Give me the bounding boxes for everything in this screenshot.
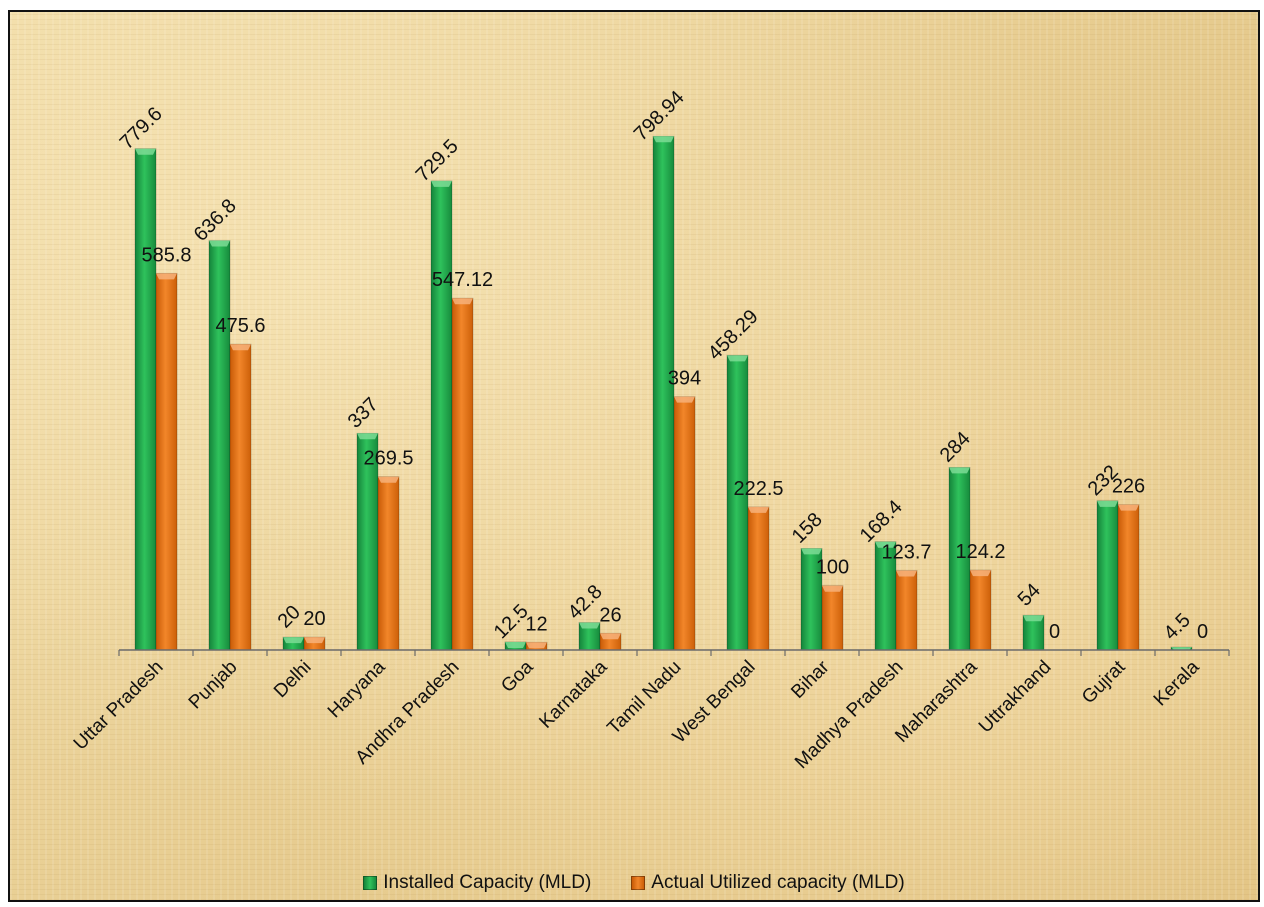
x-tick-label: Kerala (1150, 656, 1204, 710)
bar-utilized (229, 343, 252, 651)
data-label-utilized: 269.5 (363, 448, 413, 470)
bar-installed (726, 354, 749, 651)
x-tick-label: Uttar Pradesh (70, 657, 168, 755)
legend: Installed Capacity (MLD) Actual Utilized… (10, 872, 1258, 894)
bar-utilized (451, 297, 474, 651)
bar-chart: 779.6 585.8 Uttar Pradesh 636.8 475.6 Punjab 2… (70, 87, 1230, 773)
data-label-installed: 158 (788, 509, 827, 548)
x-tick-label: Gujrat (1078, 656, 1130, 708)
bar-utilized (895, 570, 918, 651)
data-label-utilized: 26 (599, 604, 621, 626)
bar-installed (1096, 500, 1119, 651)
x-tick-label: Haryana (324, 656, 390, 722)
bar-utilized (969, 569, 992, 651)
bar-utilized (821, 585, 844, 651)
bar-utilized (673, 396, 696, 651)
data-label-utilized: 123.7 (881, 541, 931, 563)
data-label-utilized: 585.8 (141, 244, 191, 266)
legend-label-installed: Installed Capacity (MLD) (383, 872, 592, 893)
bar-installed (134, 148, 157, 651)
chart-frame: 779.6 585.8 Uttar Pradesh 636.8 475.6 Punjab 2… (8, 10, 1260, 902)
x-tick-label: Tamil Nadu (603, 657, 685, 739)
data-label-utilized: 222.5 (733, 478, 783, 500)
bar-installed (578, 622, 601, 651)
legend-swatch-utilized (631, 876, 646, 890)
bar-utilized (747, 506, 770, 651)
data-label-utilized: 0 (1049, 621, 1060, 643)
data-label-utilized: 124.2 (955, 541, 1005, 563)
data-label-installed: 4.5 (1160, 609, 1195, 644)
bar-installed (504, 641, 527, 651)
data-label-installed: 20 (274, 601, 305, 632)
bar-utilized (303, 636, 326, 651)
bar-utilized (525, 641, 548, 651)
data-label-utilized: 0 (1197, 621, 1208, 643)
data-label-installed: 337 (344, 393, 383, 432)
data-label-utilized: 394 (668, 368, 701, 390)
data-label-utilized: 547.12 (432, 269, 493, 291)
legend-swatch-installed (363, 876, 378, 890)
legend-item-utilized: Actual Utilized capacity (MLD) (631, 872, 905, 894)
bar-utilized (155, 272, 178, 651)
bar-installed (208, 240, 231, 651)
bar-utilized (599, 632, 622, 651)
data-label-utilized: 226 (1112, 476, 1145, 498)
data-label-utilized: 20 (303, 608, 325, 630)
x-tick-label: Uttrakhand (975, 657, 1056, 738)
data-label-installed: 636.8 (190, 195, 241, 246)
legend-item-installed: Installed Capacity (MLD) (363, 872, 591, 894)
data-label-installed: 168.4 (856, 496, 907, 547)
data-label-installed: 284 (936, 428, 975, 467)
bar-installed (1022, 614, 1045, 651)
data-label-utilized: 12 (525, 613, 547, 635)
data-label-utilized: 475.6 (215, 315, 265, 337)
data-label-installed: 54 (1014, 579, 1045, 610)
bar-installed (430, 180, 453, 651)
bar-installed (652, 135, 675, 651)
legend-label-utilized: Actual Utilized capacity (MLD) (651, 872, 905, 893)
data-label-utilized: 100 (816, 557, 849, 579)
data-label-installed: 729.5 (412, 135, 463, 186)
x-tick-label: Bihar (787, 656, 834, 703)
bar-utilized (1117, 504, 1140, 651)
x-tick-label: Punjab (185, 657, 242, 714)
x-tick-label: Karnataka (535, 656, 611, 732)
x-tick-label: Delhi (270, 657, 315, 702)
bar-utilized (377, 476, 400, 651)
bar-installed (282, 636, 305, 651)
data-label-installed: 779.6 (116, 103, 167, 154)
x-tick-label: Goa (497, 656, 538, 697)
